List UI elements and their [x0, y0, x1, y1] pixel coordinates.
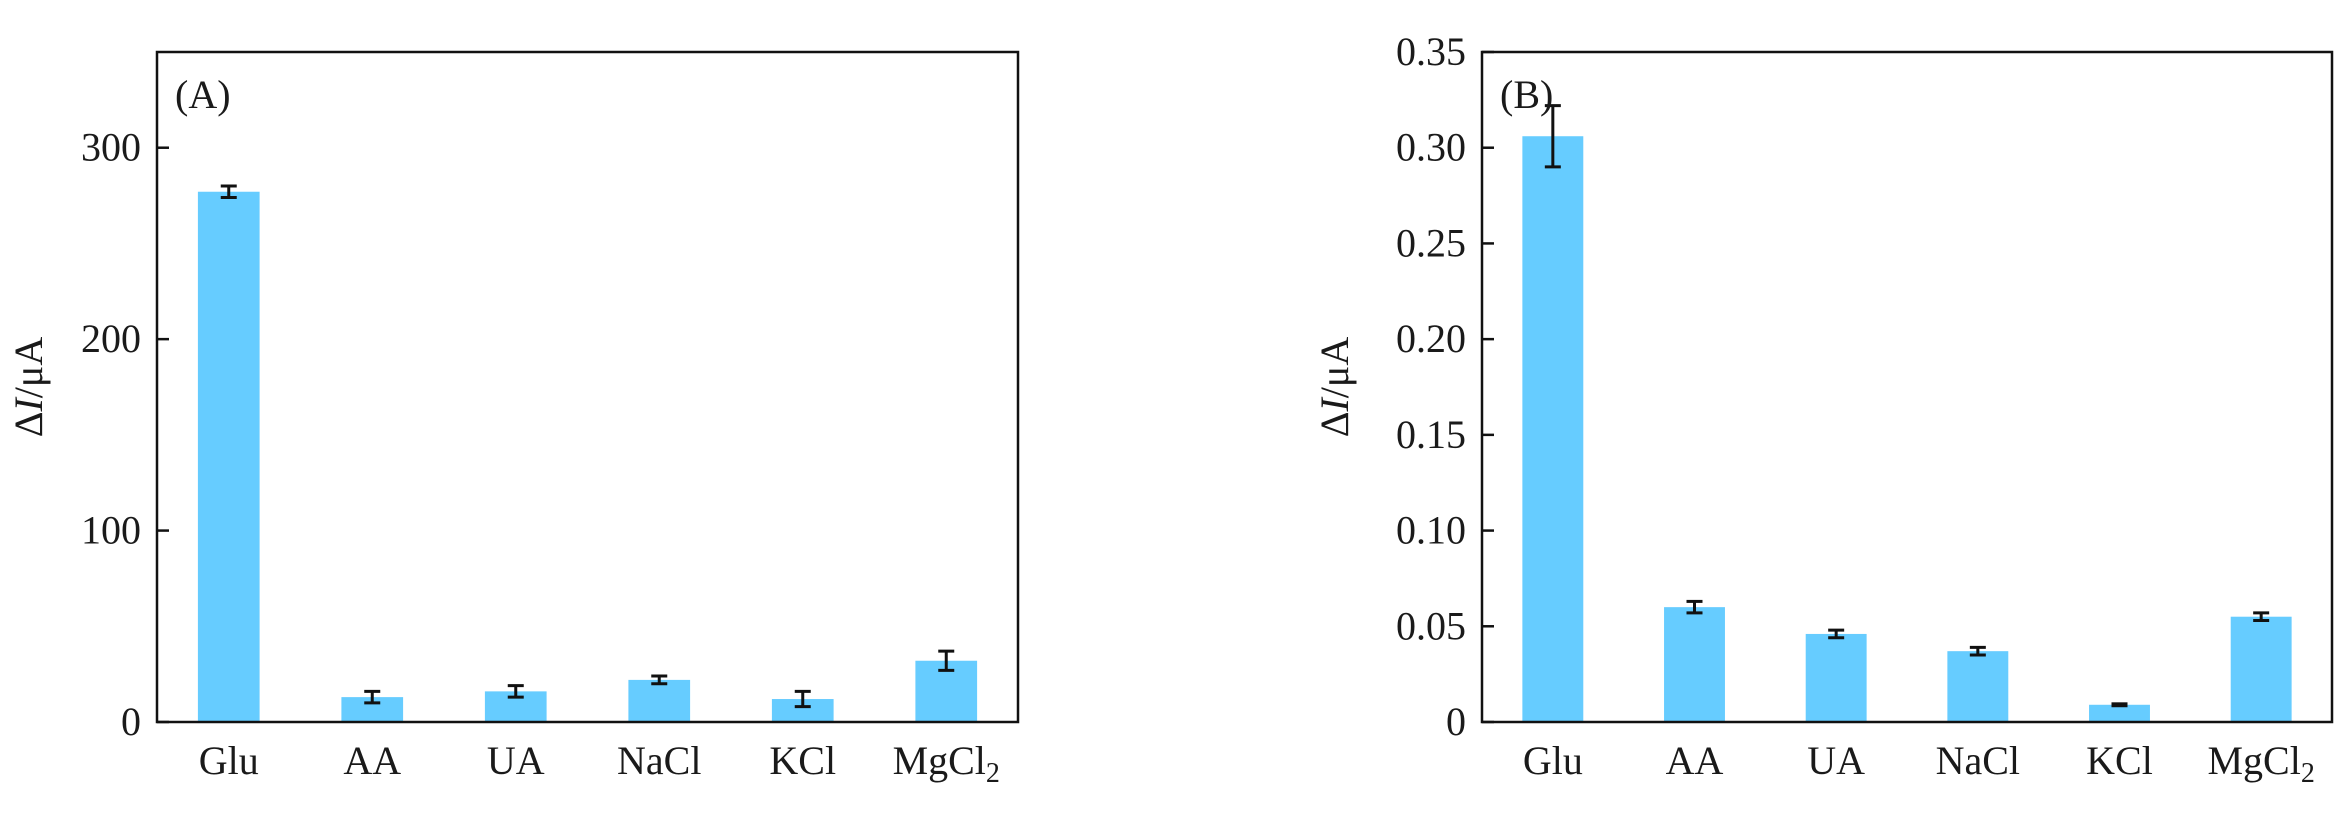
plot-frame: [1480, 50, 2334, 724]
y-tick-label: 0.05: [1396, 603, 1466, 648]
y-tick-label: 300: [81, 125, 141, 170]
panel-b: 0 0.05 0.10 0.15 0.20 0.25 0.30 0.35 Glu AA UA NaCl…: [1312, 29, 2334, 789]
y-axis-label: ΔI/μA: [1312, 337, 1357, 438]
bar-kcl: [771, 699, 834, 722]
y-tick-label: 0.25: [1396, 220, 1466, 265]
y-tick-label: 0.20: [1396, 316, 1466, 361]
error-bar-kcl: [794, 689, 811, 709]
x-tick-label: NaCl: [1936, 738, 2020, 783]
error-bar-aa: [364, 689, 381, 705]
panel-label: (A): [175, 72, 231, 117]
error-bar-glu: [220, 184, 237, 199]
y-tick-label: 0.10: [1396, 508, 1466, 553]
error-bar-kcl: [2111, 702, 2128, 708]
bar-glu: [197, 191, 260, 722]
x-tick-label: MgCl2: [893, 738, 1000, 789]
x-tick-label: AA: [1666, 738, 1724, 783]
x-tick-label: UA: [1807, 738, 1865, 783]
y-tick-label: 100: [81, 508, 141, 553]
error-bar-glu: [1544, 104, 1561, 169]
x-tick-label: MgCl2: [2207, 738, 2314, 789]
x-tick-label: KCl: [769, 738, 836, 783]
bar-ua: [1805, 633, 1867, 722]
x-tick-label: KCl: [2086, 738, 2153, 783]
x-tick-label: Glu: [199, 738, 259, 783]
bar-glu: [1522, 136, 1584, 722]
error-bar-mgcl2: [2253, 611, 2270, 623]
x-tick-label: Glu: [1523, 738, 1583, 783]
bar-kcl: [2089, 704, 2150, 722]
bar-nacl: [628, 679, 691, 722]
error-bar-aa: [1686, 599, 1703, 615]
panel-label: (B): [1500, 72, 1553, 117]
y-tick-label: 0.15: [1396, 412, 1466, 457]
x-tick-label: UA: [487, 738, 545, 783]
y-tick-label: 0.35: [1396, 29, 1466, 74]
y-tick-label: 0.30: [1396, 125, 1466, 170]
error-bar-ua: [1828, 628, 1845, 640]
y-tick-label: 0: [121, 699, 141, 744]
error-bar-nacl: [651, 674, 668, 686]
x-tick-label: NaCl: [617, 738, 701, 783]
y-tick-label: 0: [1446, 699, 1466, 744]
x-tick-label: AA: [343, 738, 401, 783]
bar-mgcl2: [2230, 616, 2292, 722]
y-tick-label: 200: [81, 316, 141, 361]
panel-a: 0 100 200 300 Glu AA UA NaCl KCl MgCl2 (A) ΔI/μA: [6, 50, 1020, 789]
error-bar-mgcl2: [938, 649, 955, 672]
error-bar-nacl: [1969, 645, 1986, 657]
bar-nacl: [1947, 651, 2009, 722]
y-axis-label: ΔI/μA: [6, 337, 51, 438]
error-bar-ua: [507, 684, 524, 699]
plot-frame: [155, 50, 1020, 724]
bar-aa: [1664, 607, 1725, 722]
